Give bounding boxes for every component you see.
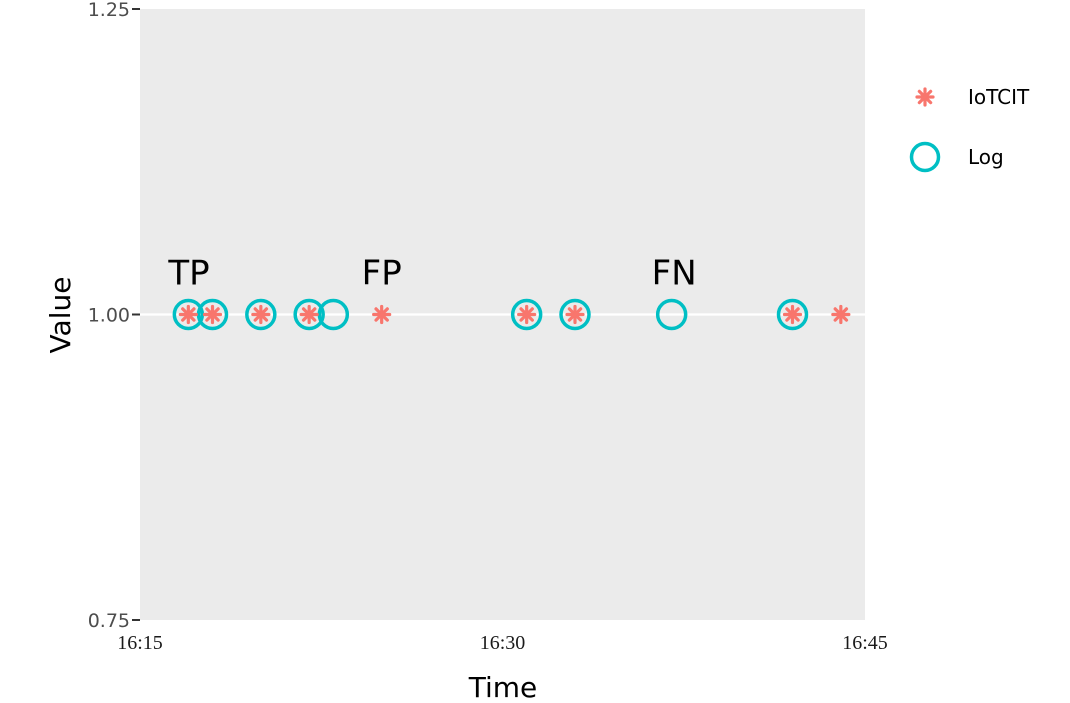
- log-point: [510, 298, 543, 331]
- iotcit-point: [517, 304, 537, 325]
- asterisk-icon: [915, 87, 935, 107]
- asterisk-stroke: [253, 307, 269, 322]
- log-point: [293, 298, 325, 331]
- asterisk-stroke: [301, 307, 317, 322]
- x-tick-label: 16:30: [480, 632, 526, 654]
- log-point: [172, 298, 205, 331]
- asterisk-stroke: [181, 307, 196, 322]
- legend-asterisk: [915, 87, 935, 107]
- legend-label-log: Log: [968, 145, 1004, 169]
- iotcit-point: [299, 304, 319, 325]
- iotcit-point: [831, 304, 851, 325]
- asterisk-stroke: [917, 89, 933, 105]
- y-tick-label: 0.75: [88, 610, 130, 632]
- iotcit-point: [372, 304, 392, 325]
- data-points: [172, 298, 851, 331]
- log-point: [776, 298, 809, 331]
- x-tick-label: 16:15: [117, 632, 163, 654]
- y-axis-title: Value: [44, 277, 77, 354]
- asterisk-stroke: [205, 307, 220, 322]
- legend-item-log: Log: [909, 141, 1004, 173]
- log-point: [196, 298, 229, 331]
- annotation-tp: TP: [167, 254, 209, 294]
- legend-item-iotcit: IoTCIT: [915, 85, 1030, 109]
- iotcit-point: [782, 304, 803, 325]
- iotcit-point: [178, 304, 198, 325]
- circle-icon: [909, 141, 941, 173]
- log-point: [655, 298, 688, 331]
- x-axis-title: Time: [468, 671, 538, 703]
- log-point: [317, 298, 350, 331]
- annotation-fn: FN: [652, 254, 697, 294]
- iotcit-point: [251, 304, 271, 325]
- y-tick-label: 1.25: [88, 0, 130, 21]
- y-tick-label: 1.00: [88, 305, 130, 327]
- log-point: [559, 298, 591, 331]
- legend: IoTCIT Log: [909, 85, 1030, 173]
- y-axis: 0.75 1.00 1.25: [88, 0, 140, 632]
- asterisk-stroke: [519, 307, 534, 322]
- asterisk-stroke: [374, 307, 389, 322]
- legend-label-iotcit: IoTCIT: [968, 85, 1030, 109]
- x-tick-label: 16:45: [842, 632, 888, 654]
- annotation-fp: FP: [362, 254, 402, 294]
- asterisk-stroke: [833, 307, 849, 322]
- asterisk-stroke: [567, 307, 583, 322]
- iotcit-point: [565, 304, 585, 325]
- x-axis: 16:15 16:30 16:45: [117, 632, 888, 654]
- annotations: TP FP FN: [167, 254, 696, 294]
- iotcit-point: [202, 304, 223, 325]
- log-point: [245, 298, 277, 331]
- asterisk-stroke: [785, 307, 800, 322]
